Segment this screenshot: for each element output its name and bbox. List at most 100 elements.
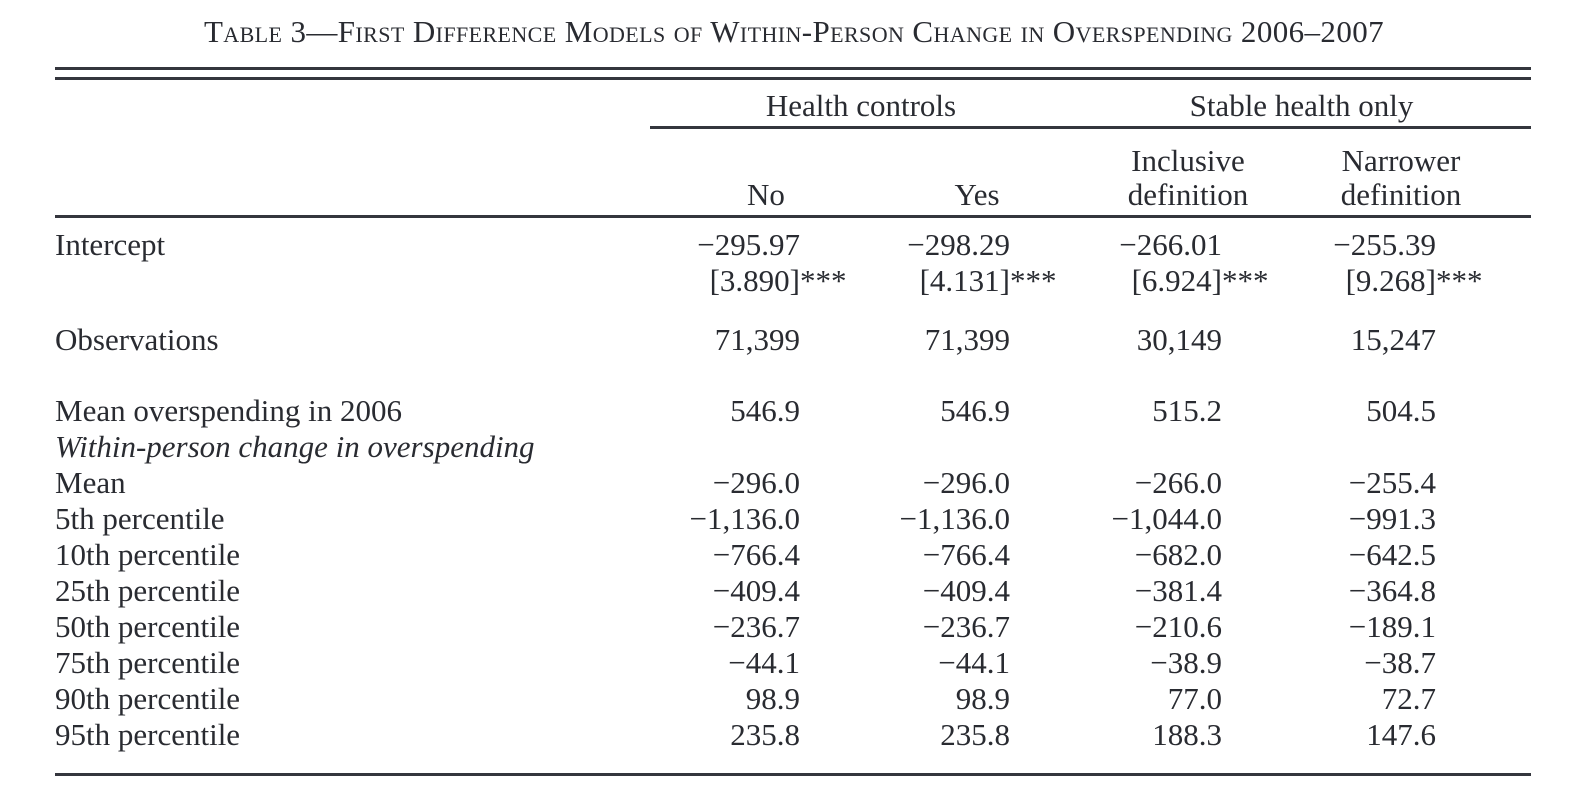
table-cell: 147.6 (1284, 717, 1498, 753)
cell-value: −255.39 (1333, 227, 1436, 262)
section-label: Within-person change in overspending (55, 429, 535, 464)
table-cell: −189.1 (1284, 609, 1498, 645)
significance-stars (1010, 393, 1072, 429)
table-cell: 188.3 (1072, 717, 1284, 753)
cell-value: 504.5 (1366, 393, 1436, 428)
table-row-mean: Mean −296.0 −296.0 −266.0 −255.4 (55, 465, 1531, 501)
table-cell: −296.0 (650, 465, 862, 501)
table-cell: −409.4 (650, 573, 862, 609)
table-cell: −210.6 (1072, 609, 1284, 645)
significance-stars (1010, 681, 1072, 717)
top-double-rule-1 (55, 67, 1531, 70)
significance-stars (1010, 645, 1072, 681)
significance-stars (1436, 681, 1498, 717)
table-body: Intercept −295.97 −298.29 −266.01 −255.3… (55, 218, 1531, 753)
cell-value: −296.0 (922, 465, 1010, 500)
significance-stars (1436, 393, 1498, 429)
table-cell: −766.4 (650, 537, 862, 573)
significance-stars (800, 227, 862, 263)
cell-value: 15,247 (1350, 322, 1436, 357)
table-cell: −255.4 (1284, 465, 1498, 501)
cell-value: 30,149 (1136, 322, 1222, 357)
table-row-95th-percentile: 95th percentile 235.8 235.8 188.3 147.6 (55, 717, 1531, 753)
cell-value: −296.0 (712, 465, 800, 500)
cell-value: [9.268] (1345, 263, 1436, 298)
cell-value: −38.9 (1150, 645, 1222, 680)
table-cell: 98.9 (862, 681, 1072, 717)
cell-value: −295.97 (697, 227, 800, 262)
significance-stars (1222, 429, 1284, 465)
cell-value: −1,136.0 (689, 501, 800, 536)
significance-stars (800, 717, 862, 753)
table-cell (1072, 429, 1284, 465)
significance-stars (1222, 465, 1284, 501)
row-label: 75th percentile (55, 645, 241, 680)
significance-stars: *** (1436, 263, 1483, 298)
cell-value: −189.1 (1348, 609, 1436, 644)
table-row-intercept: Intercept −295.97 −298.29 −266.01 −255.3… (55, 227, 1531, 263)
table-row-section-within-person-change: Within-person change in overspending (55, 429, 1531, 465)
row-label: Mean (55, 465, 126, 500)
table-cell: 515.2 (1072, 393, 1284, 429)
table-cell: −295.97 (650, 227, 862, 263)
table-cell: −991.3 (1284, 501, 1498, 537)
cell-value: 188.3 (1152, 717, 1222, 752)
cell-value: −682.0 (1134, 537, 1222, 572)
significance-stars (1010, 501, 1072, 537)
table-cell: 235.8 (862, 717, 1072, 753)
row-label: Mean overspending in 2006 (55, 393, 402, 428)
table-row-25th-percentile: 25th percentile −409.4 −409.4 −381.4 −36… (55, 573, 1531, 609)
table-cell: −1,136.0 (862, 501, 1072, 537)
significance-stars (800, 322, 862, 358)
significance-stars (1436, 645, 1498, 681)
significance-stars (1222, 717, 1284, 753)
significance-stars (1436, 609, 1498, 645)
significance-stars (800, 393, 862, 429)
row-label: 10th percentile (55, 537, 241, 572)
cell-value: 235.8 (730, 717, 800, 752)
table-title: Table 3—First Difference Models of Withi… (203, 14, 1385, 49)
cell-value: 515.2 (1152, 393, 1222, 428)
significance-stars (1222, 573, 1284, 609)
header-bottom-rule (55, 215, 1531, 218)
table-cell: −44.1 (650, 645, 862, 681)
table-cell: 546.9 (650, 393, 862, 429)
cell-value: −364.8 (1348, 573, 1436, 608)
cell-value: [4.131] (919, 263, 1010, 298)
table-cell: −1,136.0 (650, 501, 862, 537)
column-header-inclusive-definition: Inclusive definition (1127, 143, 1249, 212)
cell-value: −642.5 (1348, 537, 1436, 572)
significance-stars (1436, 322, 1498, 358)
table-cell (650, 429, 862, 465)
significance-stars: *** (1222, 263, 1269, 298)
column-header-narrower-definition: Narrower definition (1340, 143, 1462, 212)
significance-stars (1436, 227, 1498, 263)
significance-stars (800, 573, 862, 609)
row-label: 95th percentile (55, 717, 241, 752)
table-row-10th-percentile: 10th percentile −766.4 −766.4 −682.0 −64… (55, 537, 1531, 573)
row-label (55, 263, 650, 299)
table-cell: −38.7 (1284, 645, 1498, 681)
row-label: 5th percentile (55, 501, 225, 536)
cell-value: −266.01 (1119, 227, 1222, 262)
top-double-rule-2 (55, 77, 1531, 80)
table-cell: −266.01 (1072, 227, 1284, 263)
table-cell: 15,247 (1284, 322, 1498, 358)
cell-value: [3.890] (709, 263, 800, 298)
cell-value: 98.9 (955, 681, 1010, 716)
significance-stars (1010, 717, 1072, 753)
column-header-yes: Yes (954, 177, 1000, 212)
significance-stars (1010, 537, 1072, 573)
significance-stars (1436, 573, 1498, 609)
cell-value: −210.6 (1134, 609, 1222, 644)
cell-value: −44.1 (728, 645, 800, 680)
spanner-health-controls: Health controls (765, 88, 957, 123)
significance-stars (1222, 537, 1284, 573)
cell-value: −298.29 (907, 227, 1010, 262)
cell-value: −381.4 (1134, 573, 1222, 608)
table-cell: −766.4 (862, 537, 1072, 573)
table-cell: [4.131] *** (862, 263, 1072, 299)
cell-value: 546.9 (730, 393, 800, 428)
significance-stars (800, 609, 862, 645)
significance-stars (1010, 429, 1072, 465)
